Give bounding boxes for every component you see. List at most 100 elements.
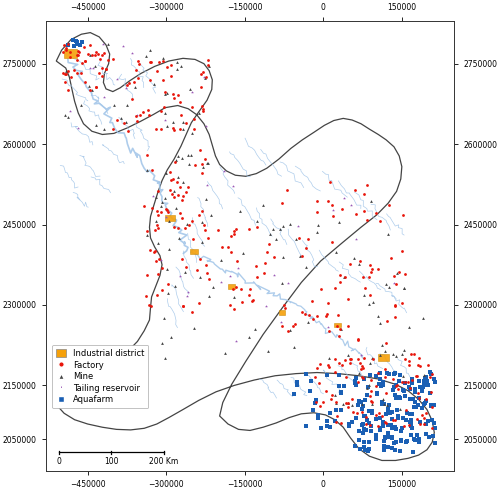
Point [156,125,164,133]
Point [372,431,380,439]
Point [158,198,166,206]
Point [167,176,175,184]
Point [251,325,259,333]
Point [144,271,152,278]
Point [392,382,400,390]
Point [358,421,366,429]
Point [381,418,389,426]
Point [358,373,366,381]
Point [382,389,390,397]
Point [422,409,430,417]
Point [160,194,168,202]
Point [396,405,404,413]
Point [178,214,186,222]
Point [400,379,408,387]
Point [76,101,84,109]
Point [324,323,332,331]
Point [326,396,334,403]
Point [290,343,298,351]
Point [420,377,428,385]
Point [67,72,75,80]
Point [350,254,358,262]
Point [278,279,286,287]
Point [328,391,336,399]
Point [302,422,310,430]
Point [232,283,239,291]
Point [179,302,187,309]
Point [202,195,210,203]
Point [278,322,286,330]
Point [308,297,316,305]
Point [227,232,235,240]
Point [74,51,82,59]
Point [166,168,174,176]
Point [354,355,362,363]
Point [392,425,400,433]
Point [372,415,380,423]
Point [174,191,182,199]
Point [347,201,355,209]
Point [176,209,184,217]
Point [359,421,367,429]
Point [358,405,366,413]
Point [392,395,400,402]
Point [326,423,334,430]
Point [314,414,322,422]
Point [253,223,261,231]
Point [414,372,422,380]
Point [388,386,396,394]
Point [276,225,284,233]
Point [314,411,322,419]
Point [340,400,347,408]
Point [314,209,322,216]
Point [314,364,322,372]
Point [384,404,392,412]
Point [364,420,372,428]
Point [358,408,366,416]
Point [204,292,212,300]
Point [185,221,193,229]
Point [402,438,410,446]
Point [368,400,376,408]
Point [190,324,198,332]
Point [122,85,130,92]
Point [302,244,310,252]
Point [406,385,413,393]
Point [426,373,434,381]
Point [348,355,356,363]
Point [148,204,156,212]
Point [430,424,438,432]
Point [358,400,366,408]
Point [370,355,378,363]
Point [422,430,430,438]
Point [394,269,402,277]
Point [408,424,416,432]
Point [290,322,298,330]
Point [134,74,141,82]
Point [366,300,374,308]
Point [416,383,424,391]
Point [170,118,177,125]
Point [200,107,207,115]
Point [350,408,358,416]
Point [374,265,382,273]
Point [170,126,178,134]
Point [382,410,390,418]
Point [420,415,428,423]
Point [155,59,163,66]
Bar [378,354,388,361]
Point [398,424,406,431]
Point [352,408,360,416]
Point [420,400,428,408]
Point [382,419,390,427]
Point [128,95,136,103]
Point [195,299,203,307]
Point [294,378,302,386]
Point [410,403,418,411]
Point [396,447,404,455]
Point [400,422,408,430]
Point [72,38,80,46]
Point [396,371,404,379]
Point [396,394,404,402]
Point [188,217,196,225]
